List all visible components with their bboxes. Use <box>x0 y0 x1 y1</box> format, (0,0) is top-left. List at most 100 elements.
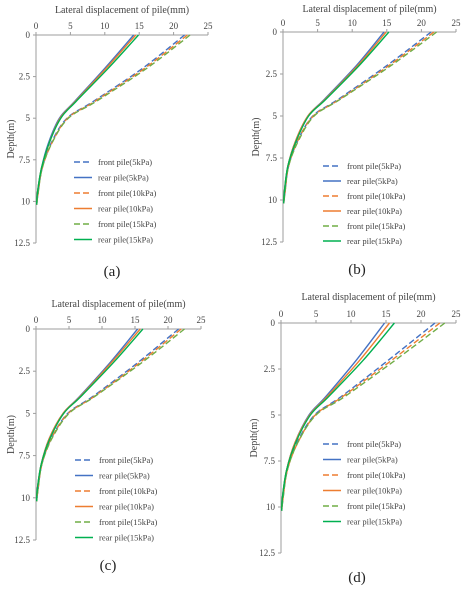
x-tick-label: 15 <box>382 18 392 28</box>
legend-label: rear pile(15kPa) <box>98 235 153 245</box>
chart-panel-3: Lateral displacement of pile(mm) Depth(m)… <box>6 299 206 574</box>
x-tick-label: 20 <box>417 18 427 28</box>
series-line-front-pile-5kpa- <box>36 34 186 205</box>
y-tick-label: 2.5 <box>264 364 276 374</box>
series-line-front-pile-15kpa- <box>36 34 191 205</box>
series-line-rear-pile-15kpa- <box>283 31 390 204</box>
panel-label: (a) <box>104 264 121 280</box>
x-tick-label: 0 <box>34 21 39 31</box>
y-tick-label: 7.5 <box>266 153 278 163</box>
x-tick-label: 5 <box>68 21 73 31</box>
y-tick-label: 5 <box>271 410 276 420</box>
y-tick-label: 10 <box>21 493 31 503</box>
chart-panel-1: Lateral displacement of pile(mm) Depth(m)… <box>6 5 213 280</box>
legend-label: rear pile(15kPa) <box>347 517 402 527</box>
legend-label: rear pile(10kPa) <box>98 204 153 214</box>
series-line-front-pile-5kpa- <box>281 322 436 511</box>
legend-label: front pile(10kPa) <box>99 486 157 496</box>
x-tick-label: 25 <box>197 315 207 325</box>
x-tick-label: 15 <box>382 309 392 319</box>
legend-label: rear pile(5kPa) <box>99 471 150 481</box>
x-tick-label: 25 <box>452 309 462 319</box>
y-tick-label: 12.5 <box>261 237 277 247</box>
x-tick-label: 0 <box>279 309 284 319</box>
chart-panel-2: Lateral displacement of pile(mm) Depth(m)… <box>251 4 461 278</box>
legend-label: front pile(15kPa) <box>347 501 405 511</box>
x-tick-label: 25 <box>452 18 462 28</box>
legend-label: front pile(15kPa) <box>347 221 405 231</box>
x-tick-label: 20 <box>169 21 179 31</box>
series-line-front-pile-15kpa- <box>281 322 446 511</box>
series-line-front-pile-15kpa- <box>36 328 185 502</box>
y-tick-label: 12.5 <box>14 535 30 545</box>
y-tick-label: 5 <box>26 113 31 123</box>
series-line-rear-pile-15kpa- <box>36 328 144 502</box>
x-tick-label: 15 <box>131 315 141 325</box>
y-tick-label: 2.5 <box>19 366 31 376</box>
x-tick-label: 10 <box>348 18 358 28</box>
y-tick-label: 7.5 <box>19 155 31 165</box>
x-axis-title: Lateral displacement of pile(mm) <box>302 4 436 15</box>
x-tick-label: 5 <box>314 309 319 319</box>
y-tick-label: 2.5 <box>266 69 278 79</box>
series-line-rear-pile-15kpa- <box>281 322 395 511</box>
y-tick-label: 0 <box>271 318 276 328</box>
x-tick-label: 25 <box>204 21 214 31</box>
x-axis-title: Lateral displacement of pile(mm) <box>55 5 189 16</box>
legend-label: rear pile(5kPa) <box>347 176 398 186</box>
x-tick-label: 0 <box>281 18 286 28</box>
x-tick-label: 10 <box>347 309 357 319</box>
x-axis-title: Lateral displacement of pile(mm) <box>301 292 435 303</box>
y-tick-label: 0 <box>273 27 278 37</box>
series-line-front-pile-10kpa- <box>281 322 441 511</box>
x-tick-label: 5 <box>315 18 320 28</box>
y-axis-title: Depth(m) <box>6 120 17 159</box>
y-axis-title: Depth(m) <box>251 118 262 157</box>
y-tick-label: 10 <box>266 502 276 512</box>
y-tick-label: 12.5 <box>14 238 30 248</box>
y-tick-label: 12.5 <box>259 548 275 558</box>
series-line-front-pile-15kpa- <box>283 31 438 204</box>
panel-label: (d) <box>348 570 366 586</box>
legend-label: rear pile(10kPa) <box>347 206 402 216</box>
x-tick-label: 20 <box>164 315 174 325</box>
chart-panel-4: Lateral displacement of pile(mm) Depth(m)… <box>249 292 461 586</box>
y-tick-label: 0 <box>26 30 31 40</box>
legend-label: rear pile(5kPa) <box>347 455 398 465</box>
series-line-front-pile-10kpa- <box>36 328 182 502</box>
legend-label: rear pile(5kPa) <box>98 173 149 183</box>
y-tick-label: 10 <box>21 196 31 206</box>
panel-label: (b) <box>348 262 366 278</box>
y-axis-title: Depth(m) <box>249 419 260 458</box>
x-tick-label: 0 <box>34 315 39 325</box>
y-tick-label: 10 <box>268 195 278 205</box>
x-tick-label: 5 <box>67 315 72 325</box>
panel-label: (c) <box>100 558 117 574</box>
x-tick-label: 15 <box>135 21 145 31</box>
y-tick-label: 7.5 <box>19 451 31 461</box>
y-tick-label: 7.5 <box>264 456 276 466</box>
legend-label: front pile(15kPa) <box>99 517 157 527</box>
x-tick-label: 10 <box>98 315 108 325</box>
legend-label: rear pile(15kPa) <box>99 533 154 543</box>
y-tick-label: 0 <box>26 324 31 334</box>
legend-label: rear pile(15kPa) <box>347 236 402 246</box>
series-line-rear-pile-5kpa- <box>281 322 386 511</box>
legend-label: front pile(5kPa) <box>347 439 401 449</box>
x-tick-label: 10 <box>100 21 110 31</box>
legend-label: front pile(15kPa) <box>98 219 156 229</box>
legend-label: rear pile(10kPa) <box>99 502 154 512</box>
y-tick-label: 5 <box>273 111 278 121</box>
legend-label: front pile(5kPa) <box>99 455 153 465</box>
y-axis-title: Depth(m) <box>6 415 17 454</box>
x-tick-label: 20 <box>417 309 427 319</box>
legend-label: front pile(10kPa) <box>347 191 405 201</box>
legend-label: front pile(10kPa) <box>347 470 405 480</box>
y-tick-label: 5 <box>26 408 31 418</box>
series-line-rear-pile-15kpa- <box>36 34 140 205</box>
x-axis-title: Lateral displacement of pile(mm) <box>51 299 185 310</box>
y-tick-label: 2.5 <box>19 72 31 82</box>
legend-label: rear pile(10kPa) <box>347 486 402 496</box>
